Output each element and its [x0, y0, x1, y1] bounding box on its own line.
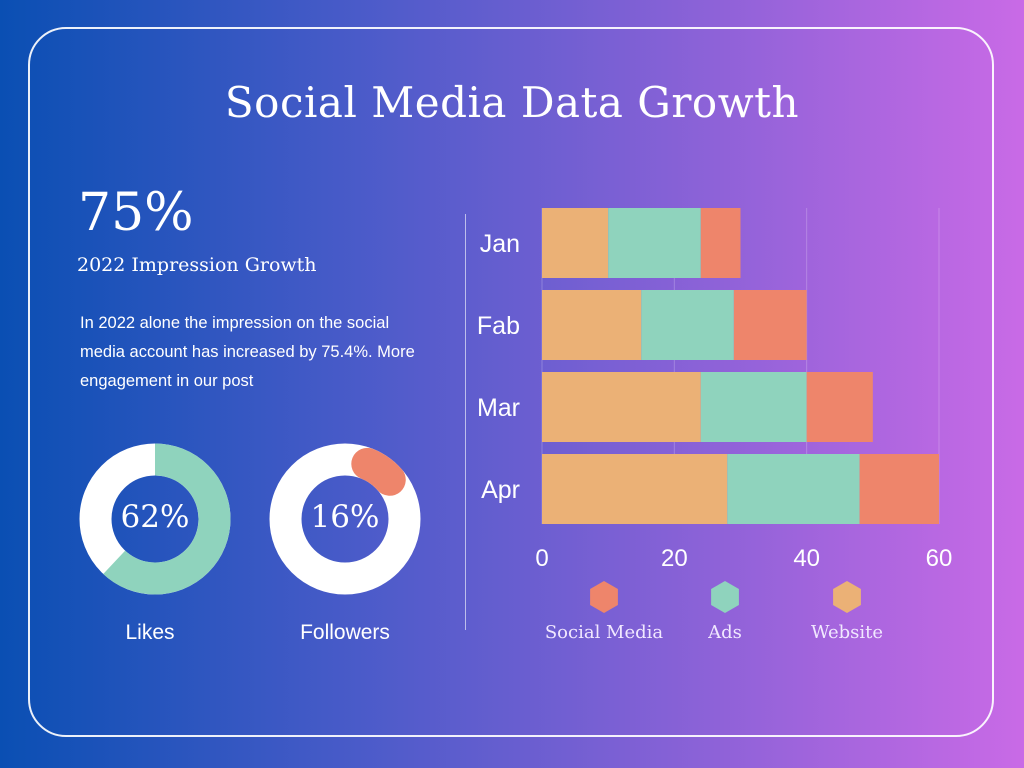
x-tick-label: 20: [661, 545, 688, 572]
bar-fab-social-media: [733, 290, 807, 360]
followers-donut-track: [269, 443, 421, 595]
bar-apr-ads: [727, 454, 860, 524]
bar-apr-website: [542, 454, 728, 524]
followers-label: Followers: [300, 621, 390, 644]
growth-description: In 2022 alone the impression on the soci…: [80, 314, 415, 390]
legend-label-website: Website: [810, 622, 884, 643]
bar-fab-website: [542, 290, 642, 360]
bar-mar-social-media: [806, 372, 873, 442]
x-tick-label: 40: [793, 545, 820, 572]
category-label-fab: Fab: [477, 312, 520, 340]
followers-donut-arc: [269, 443, 421, 595]
likes-donut-value: 62%: [120, 499, 190, 535]
likes-label: Likes: [125, 621, 175, 644]
likes-donut-arc: [79, 443, 231, 595]
page-title: Social Media Data Growth: [224, 78, 800, 127]
x-tick-label: 0: [535, 545, 548, 572]
bar-apr-social-media: [859, 454, 939, 524]
bar-mar-ads: [700, 372, 807, 442]
category-label-mar: Mar: [477, 394, 520, 422]
legend-swatch-social-media: [590, 581, 618, 613]
legend-label-ads: Ads: [708, 622, 742, 643]
x-tick-label: 60: [926, 545, 953, 572]
legend-swatch-ads: [711, 581, 739, 613]
impression-growth-label: 2022 Impression Growth: [77, 254, 317, 276]
category-label-apr: Apr: [481, 476, 520, 504]
impression-growth-value: 75%: [78, 183, 194, 243]
bar-jan-website: [542, 208, 609, 278]
legend-swatch-website: [833, 581, 861, 613]
bar-mar-website: [542, 372, 701, 442]
legend-label-social-media: Social Media: [544, 622, 664, 643]
card-frame: [28, 27, 994, 737]
followers-donut-value: 16%: [310, 499, 380, 535]
bar-jan-ads: [608, 208, 701, 278]
bar-jan-social-media: [700, 208, 741, 278]
bar-fab-ads: [641, 290, 734, 360]
section-divider: [465, 214, 466, 630]
category-label-jan: Jan: [480, 230, 520, 258]
